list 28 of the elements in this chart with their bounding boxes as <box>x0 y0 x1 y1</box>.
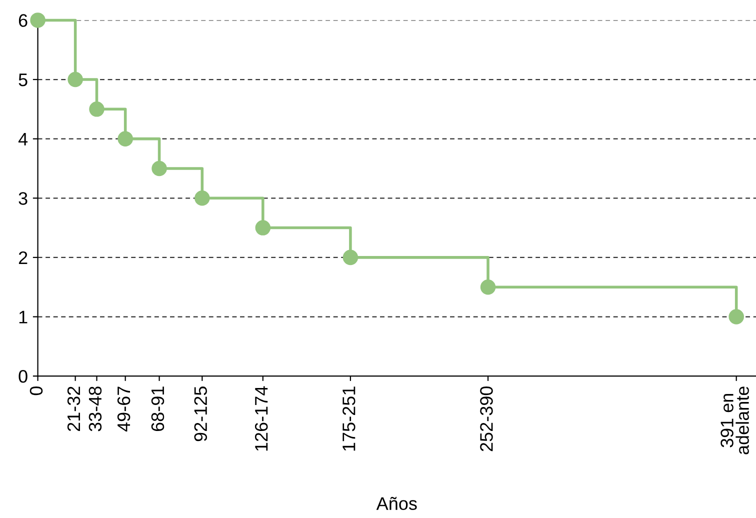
x-tick-label: 33-48 <box>88 386 102 432</box>
x-tick-label: 391 en adelante <box>720 386 749 454</box>
y-tick-label: 5 <box>18 74 28 86</box>
point <box>68 72 83 88</box>
point <box>342 250 358 266</box>
x-axis-title: Años <box>376 496 417 510</box>
point <box>152 160 167 176</box>
point <box>118 131 133 146</box>
point <box>30 12 46 28</box>
point <box>728 309 744 324</box>
y-tick-label: 0 <box>18 370 28 383</box>
point <box>194 190 210 206</box>
point <box>89 102 104 117</box>
y-tick-label: 1 <box>19 310 28 324</box>
x-tick-label: 0 <box>30 386 43 396</box>
y-tick-label: 3 <box>18 192 28 205</box>
x-tick-label: 92-125 <box>194 386 208 442</box>
x-tick-label: 68-91 <box>151 386 164 432</box>
y-tick-label: 2 <box>18 251 28 264</box>
x-tick-label: 49-67 <box>117 386 130 432</box>
point <box>255 220 271 236</box>
x-tick-label: 21-32 <box>67 386 80 432</box>
point <box>480 279 496 295</box>
y-tick-label: 6 <box>18 14 28 27</box>
y-tick-label: 4 <box>18 132 28 146</box>
x-tick-label: 126-174 <box>254 386 268 451</box>
x-tick-label: 175-251 <box>342 386 356 451</box>
x-tick-label: 252-390 <box>480 386 493 452</box>
